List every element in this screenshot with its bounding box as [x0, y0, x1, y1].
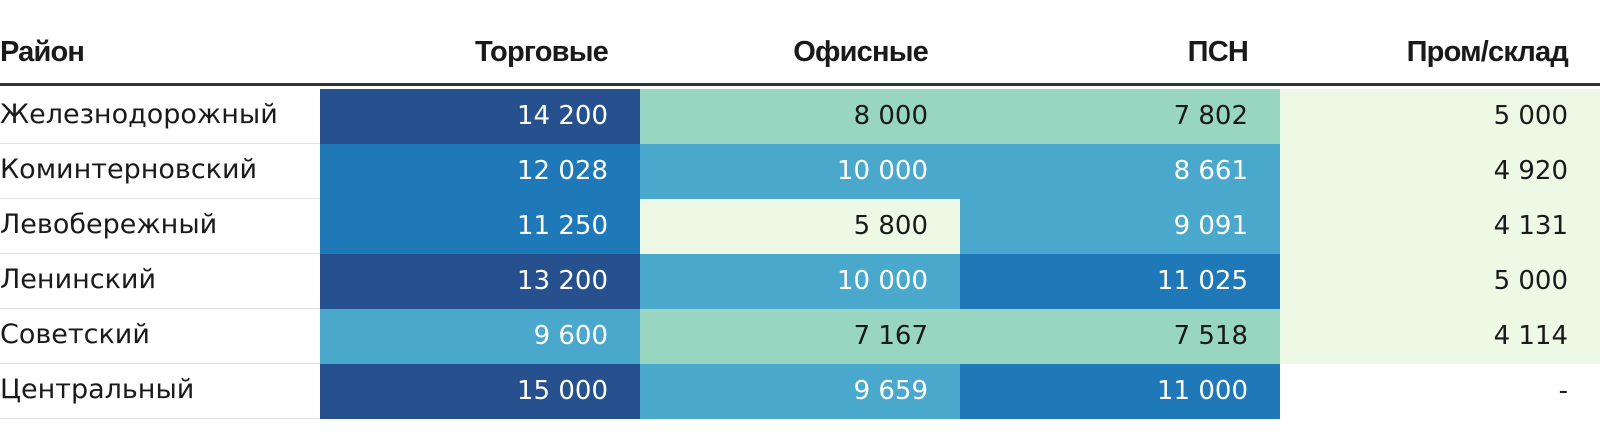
- table-row: Железнодорожный 14 200 8 000 7 802 5 000: [0, 89, 1600, 144]
- row-label-district: Ленинский: [0, 264, 157, 295]
- row-label-district: Левобережный: [0, 209, 218, 240]
- table-row: Советский 9 600 7 167 7 518 4 114: [0, 309, 1600, 364]
- heatmap-cell-office: 5 800: [640, 199, 960, 254]
- heatmap-cell-psn: 11 025: [960, 254, 1280, 309]
- heatmap-cell-psn: 7 518: [960, 309, 1280, 364]
- heatmap-cell-retail: 11 250: [320, 199, 640, 254]
- column-header-industrial: Пром/склад: [1406, 36, 1569, 68]
- heatmap-cell-psn: 11 000: [960, 364, 1280, 419]
- table-row: Ленинский 13 200 10 000 11 025 5 000: [0, 254, 1600, 309]
- heatmap-cell-industrial: 4 131: [1280, 199, 1600, 254]
- column-header-retail: Торговые: [474, 36, 609, 68]
- column-header-office: Офисные: [793, 36, 929, 68]
- row-label-district: Коминтерновский: [0, 154, 258, 185]
- column-header-psn: ПСН: [1187, 36, 1249, 68]
- heatmap-cell-industrial: 5 000: [1280, 89, 1600, 144]
- heatmap-cell-office: 10 000: [640, 144, 960, 199]
- table-row: Коминтерновский 12 028 10 000 8 661 4 920: [0, 144, 1600, 199]
- heatmap-cell-retail: 9 600: [320, 309, 640, 364]
- row-label-district: Центральный: [0, 374, 195, 405]
- heatmap-cell-office: 9 659: [640, 364, 960, 419]
- heatmap-cell-retail: 14 200: [320, 89, 640, 144]
- table-row: Центральный 15 000 9 659 11 000-: [0, 364, 1600, 419]
- row-label-district: Советский: [0, 319, 150, 350]
- heatmap-cell-office: 7 167: [640, 309, 960, 364]
- heatmap-cell-office: 10 000: [640, 254, 960, 309]
- column-header-district: Район: [0, 36, 85, 68]
- heatmap-cell-retail: 12 028: [320, 144, 640, 199]
- heatmap-cell-industrial: -: [1280, 364, 1600, 419]
- heatmap-cell-industrial: 4 114: [1280, 309, 1600, 364]
- row-label-district: Железнодорожный: [0, 99, 278, 130]
- heatmap-cell-retail: 15 000: [320, 364, 640, 419]
- heatmap-cell-psn: 7 802: [960, 89, 1280, 144]
- heatmap-cell-psn: 9 091: [960, 199, 1280, 254]
- heatmap-cell-industrial: 5 000: [1280, 254, 1600, 309]
- heatmap-cell-industrial: 4 920: [1280, 144, 1600, 199]
- table-header: Район Торговые Офисные ПСН Пром/склад: [0, 0, 1600, 86]
- heatmap-cell-psn: 8 661: [960, 144, 1280, 199]
- heatmap-cell-retail: 13 200: [320, 254, 640, 309]
- table-row: Левобережный 11 250 5 800 9 091 4 131: [0, 199, 1600, 254]
- heatmap-cell-office: 8 000: [640, 89, 960, 144]
